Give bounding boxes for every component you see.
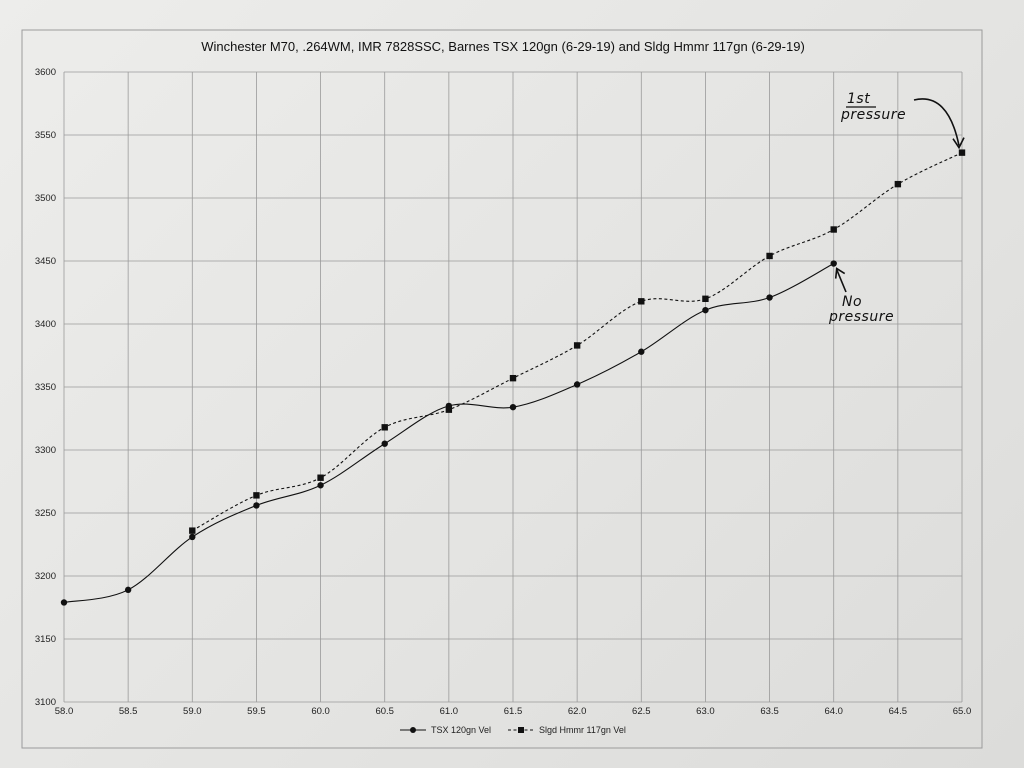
y-tick-label: 3150 xyxy=(35,634,56,645)
data-point xyxy=(702,306,709,314)
x-tick-label: 65.0 xyxy=(953,706,972,717)
data-point xyxy=(638,298,645,305)
data-point xyxy=(381,424,388,431)
legend-marker xyxy=(410,727,416,733)
annotation-arrowhead xyxy=(834,267,846,279)
x-tick-label: 60.5 xyxy=(375,706,394,717)
data-point xyxy=(381,440,388,447)
x-tick-label: 64.5 xyxy=(889,706,908,717)
x-tick-label: 61.0 xyxy=(440,706,459,717)
data-point xyxy=(445,406,453,413)
axis-tick-labels: 3600 3550 3500 3450 3400 3350 3300 3250 3200 3150… xyxy=(35,67,971,717)
grid-lines xyxy=(63,71,963,703)
x-tick-label: 62.5 xyxy=(632,706,651,717)
data-point xyxy=(638,348,645,355)
x-tick-label: 59.5 xyxy=(247,706,266,717)
data-point xyxy=(253,502,260,509)
series-layer xyxy=(60,149,966,606)
data-point xyxy=(317,474,324,481)
y-tick-label: 3100 xyxy=(35,697,56,708)
data-point xyxy=(958,149,966,156)
data-point xyxy=(317,482,324,489)
data-point xyxy=(253,492,260,499)
data-point xyxy=(573,381,581,388)
data-point xyxy=(509,403,517,411)
annotation-1st-label: 1st xyxy=(847,91,870,107)
x-tick-label: 63.0 xyxy=(696,706,715,717)
x-tick-label: 58.0 xyxy=(55,706,74,717)
y-tick-label: 3450 xyxy=(35,256,56,267)
data-point xyxy=(60,599,68,606)
y-tick-label: 3300 xyxy=(35,445,56,456)
annotation-no-label: No xyxy=(842,294,862,310)
y-tick-label: 3400 xyxy=(35,319,56,330)
annotation-arrow xyxy=(913,98,960,146)
legend-item-slgd-hmmr: Slgd Hmmr 117gn Vel xyxy=(508,725,626,735)
series-slgd-hmmr-117gn xyxy=(189,149,966,534)
data-point xyxy=(189,527,196,534)
data-point xyxy=(766,294,773,301)
data-point xyxy=(573,342,581,349)
x-tick-label: 63.5 xyxy=(760,706,779,717)
data-point xyxy=(702,295,709,302)
annotation-arrow xyxy=(835,269,847,293)
annotation-pressure-label: pressure xyxy=(840,107,906,123)
data-point xyxy=(830,260,837,267)
data-point xyxy=(509,374,517,382)
x-tick-label: 59.0 xyxy=(183,706,202,717)
legend-marker xyxy=(518,727,524,733)
y-tick-label: 3350 xyxy=(35,382,56,393)
legend: TSX 120gn Vel Slgd Hmmr 117gn Vel xyxy=(400,725,626,735)
y-tick-label: 3200 xyxy=(35,571,56,582)
data-point xyxy=(766,252,773,260)
annotation-arrowhead xyxy=(952,137,965,150)
data-point xyxy=(124,586,132,594)
x-tick-label: 62.0 xyxy=(568,706,587,717)
y-tick-label: 3600 xyxy=(35,67,56,78)
legend-label: Slgd Hmmr 117gn Vel xyxy=(539,725,626,735)
legend-item-tsx: TSX 120gn Vel xyxy=(400,725,491,735)
x-tick-label: 61.5 xyxy=(504,706,523,717)
data-point xyxy=(830,226,837,233)
x-tick-label: 60.0 xyxy=(311,706,330,717)
data-point xyxy=(189,533,196,541)
series-tsx-120gn xyxy=(60,260,837,606)
y-tick-label: 3550 xyxy=(35,130,56,141)
chart-border xyxy=(21,29,983,749)
x-tick-label: 64.0 xyxy=(824,706,843,717)
legend-label: TSX 120gn Vel xyxy=(431,725,491,735)
chart-title: Winchester M70, .264WM, IMR 7828SSC, Bar… xyxy=(201,39,805,54)
data-point xyxy=(894,180,902,188)
y-tick-label: 3250 xyxy=(35,508,56,519)
y-tick-label: 3500 xyxy=(35,193,56,204)
annotation-pressure-label: pressure xyxy=(828,309,894,325)
x-tick-label: 58.5 xyxy=(119,706,138,717)
